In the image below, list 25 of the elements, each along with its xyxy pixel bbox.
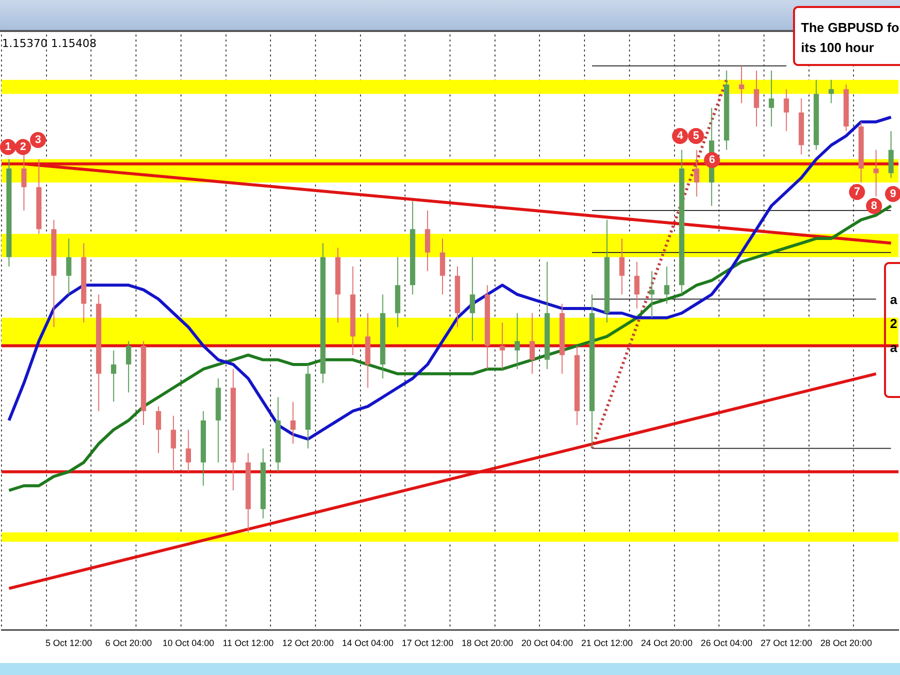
annotation: 2 — [15, 139, 31, 155]
x-tick-label: 27 Oct 12:00 — [760, 638, 812, 648]
x-tick-label: 6 Oct 20:00 — [105, 638, 152, 648]
x-tick-label: 26 Oct 04:00 — [700, 638, 752, 648]
annotation: 9 — [885, 186, 900, 202]
text: The GBPUSD fo its 100 hour — [793, 6, 900, 66]
x-tick-label: 28 Oct 20:00 — [820, 638, 872, 648]
text: 1.15370 1.15408 — [2, 37, 96, 50]
annotation: 5 — [688, 128, 704, 144]
x-tick-label: 14 Oct 04:00 — [342, 638, 394, 648]
x-tick-label: 11 Oct 12:00 — [222, 638, 274, 648]
annotation: 8 — [866, 198, 882, 214]
annotation: 1 — [0, 139, 16, 155]
annotation: 7 — [849, 184, 865, 200]
x-tick-label: 21 Oct 12:00 — [581, 638, 633, 648]
x-tick-label: 18 Oct 20:00 — [462, 638, 514, 648]
x-tick-label: 12 Oct 20:00 — [282, 638, 334, 648]
x-tick-label: 20 Oct 04:00 — [521, 638, 573, 648]
annotation: 3 — [30, 132, 46, 148]
x-tick-label: 5 Oct 12:00 — [46, 638, 92, 648]
x-tick-label: 17 Oct 12:00 — [402, 638, 454, 648]
x-tick-label: 24 Oct 20:00 — [641, 638, 693, 648]
annotation: 6 — [704, 152, 720, 168]
annotation: 4 — [672, 128, 688, 144]
x-tick-label: 10 Oct 04:00 — [162, 638, 214, 648]
